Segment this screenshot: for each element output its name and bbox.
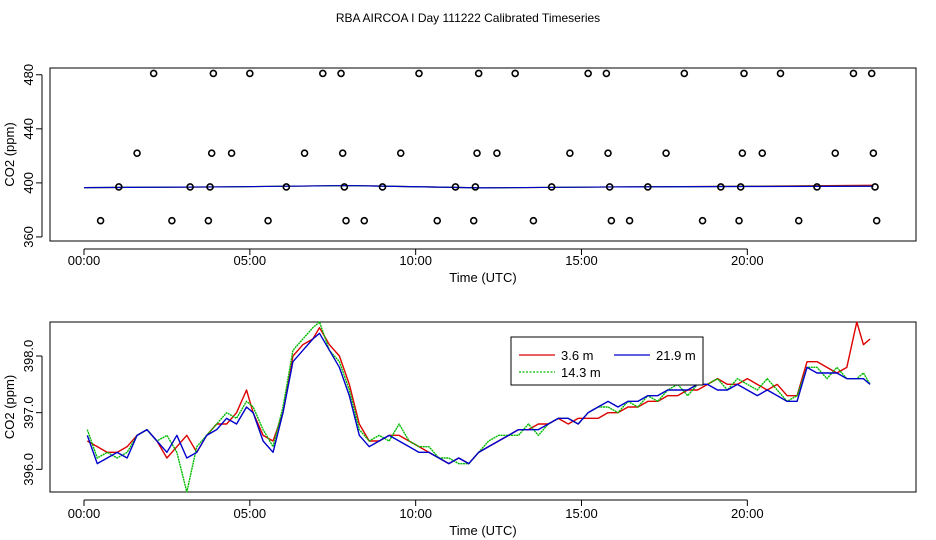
calibration-point bbox=[149, 69, 158, 78]
calibration-point bbox=[625, 216, 634, 225]
legend-label-21-9m: 21.9 m bbox=[656, 348, 696, 363]
calibration-point bbox=[207, 149, 216, 157]
calibration-point bbox=[813, 183, 821, 191]
calibration-point bbox=[529, 216, 538, 225]
y-tick-label: 480 bbox=[21, 64, 36, 86]
calibration-point bbox=[378, 183, 387, 191]
calibration-point bbox=[96, 216, 105, 225]
calibration-point bbox=[872, 216, 881, 225]
calibration-point bbox=[227, 149, 236, 157]
x-tick-label: 20:00 bbox=[731, 506, 764, 521]
calibration-point bbox=[584, 69, 592, 78]
calibration-point bbox=[547, 183, 556, 191]
calibration-point bbox=[133, 149, 141, 157]
calibration-point bbox=[740, 69, 748, 78]
calibration-point bbox=[264, 216, 272, 225]
x-tick-label: 05:00 bbox=[234, 253, 267, 268]
legend-label-14-3m: 14.3 m bbox=[561, 365, 601, 380]
calibration-point bbox=[396, 149, 405, 157]
legend: 3.6 m 21.9 m 14.3 m bbox=[510, 336, 704, 386]
calibration-point bbox=[794, 216, 803, 225]
calibration-point bbox=[433, 216, 442, 225]
calibration-point bbox=[360, 216, 369, 225]
calibration-point bbox=[340, 183, 349, 191]
calibration-panel: 00:00 05:00 10:00 15:00 20:00 360 400 440 480 Ti… bbox=[2, 64, 917, 285]
y-tick-label: 398.0 bbox=[21, 340, 36, 373]
y-tick-label: 360 bbox=[21, 226, 36, 248]
calibration-point bbox=[566, 149, 574, 157]
calibration-point bbox=[318, 69, 327, 78]
calibration-point bbox=[602, 69, 611, 78]
plot-area: 00:00 05:00 10:00 15:00 20:00 396.0 397.0 398.0 bbox=[21, 321, 871, 521]
y-axis-label: CO2 (ppm) bbox=[2, 375, 17, 439]
calibration-point bbox=[493, 149, 501, 157]
plot-frame bbox=[49, 321, 917, 493]
calibration-point bbox=[469, 216, 478, 225]
baseline-series-line bbox=[83, 184, 874, 189]
calibration-point bbox=[451, 183, 460, 191]
x-tick-label: 00:00 bbox=[68, 253, 101, 268]
series-line-21-9-m bbox=[86, 332, 871, 465]
calibration-point bbox=[680, 69, 689, 78]
calibration-point bbox=[607, 216, 616, 225]
calibration-point bbox=[867, 69, 876, 78]
calibration-point bbox=[186, 183, 194, 191]
x-tick-label: 15:00 bbox=[565, 506, 598, 521]
calibration-point bbox=[716, 183, 725, 191]
legend-box bbox=[510, 336, 704, 386]
calibration-point bbox=[644, 183, 652, 191]
calibration-point bbox=[204, 216, 213, 225]
y-axis-label: CO2 (ppm) bbox=[2, 122, 17, 186]
calibration-point bbox=[871, 183, 879, 191]
x-axis-label: Time (UTC) bbox=[449, 523, 516, 538]
x-tick-label: 10:00 bbox=[399, 253, 432, 268]
calibration-point bbox=[869, 149, 878, 157]
calibration-point bbox=[337, 69, 345, 78]
calibration-point bbox=[209, 69, 218, 78]
calibration-point bbox=[300, 149, 309, 157]
calibration-point bbox=[474, 69, 483, 78]
calibration-point bbox=[473, 149, 481, 157]
calibration-point bbox=[736, 183, 745, 191]
calibration-point bbox=[246, 69, 254, 78]
calibration-point bbox=[698, 216, 707, 225]
x-tick-label: 10:00 bbox=[399, 506, 432, 521]
calibration-point bbox=[471, 183, 480, 191]
calibration-point bbox=[738, 149, 747, 157]
calibration-point bbox=[115, 183, 123, 191]
timeseries-panel: 00:00 05:00 10:00 15:00 20:00 396.0 397.0 398.0… bbox=[2, 321, 917, 538]
calibration-point bbox=[282, 183, 291, 191]
calibration-point bbox=[758, 149, 767, 157]
calibration-point bbox=[831, 149, 840, 157]
plot-area: 00:00 05:00 10:00 15:00 20:00 360 400 440 480 bbox=[21, 64, 881, 268]
y-tick-label: 400 bbox=[21, 172, 36, 194]
calibration-point bbox=[849, 69, 858, 78]
x-tick-label: 05:00 bbox=[234, 506, 267, 521]
calibration-point bbox=[511, 69, 519, 78]
x-tick-label: 15:00 bbox=[565, 253, 598, 268]
series-line-14-3-m bbox=[86, 321, 871, 493]
calibration-point bbox=[605, 183, 614, 191]
x-tick-label: 00:00 bbox=[68, 506, 101, 521]
y-tick-label: 440 bbox=[21, 118, 36, 140]
calibration-point bbox=[604, 149, 612, 157]
y-tick-label: 396.0 bbox=[21, 453, 36, 486]
calibration-point bbox=[342, 216, 350, 225]
calibration-point bbox=[168, 216, 176, 225]
x-axis-label: Time (UTC) bbox=[449, 270, 516, 285]
calibration-point bbox=[415, 69, 423, 78]
calibration-point bbox=[776, 69, 785, 78]
calibration-point bbox=[735, 216, 743, 225]
calibration-point bbox=[206, 183, 214, 191]
calibration-point bbox=[662, 149, 670, 157]
y-tick-label: 397.0 bbox=[21, 396, 36, 429]
plot-frame bbox=[49, 67, 917, 242]
calibration-point bbox=[338, 149, 347, 157]
legend-label-3-6m: 3.6 m bbox=[561, 348, 594, 363]
x-tick-label: 20:00 bbox=[731, 253, 764, 268]
figure-title: RBA AIRCOA I Day 111222 Calibrated Times… bbox=[336, 11, 600, 25]
